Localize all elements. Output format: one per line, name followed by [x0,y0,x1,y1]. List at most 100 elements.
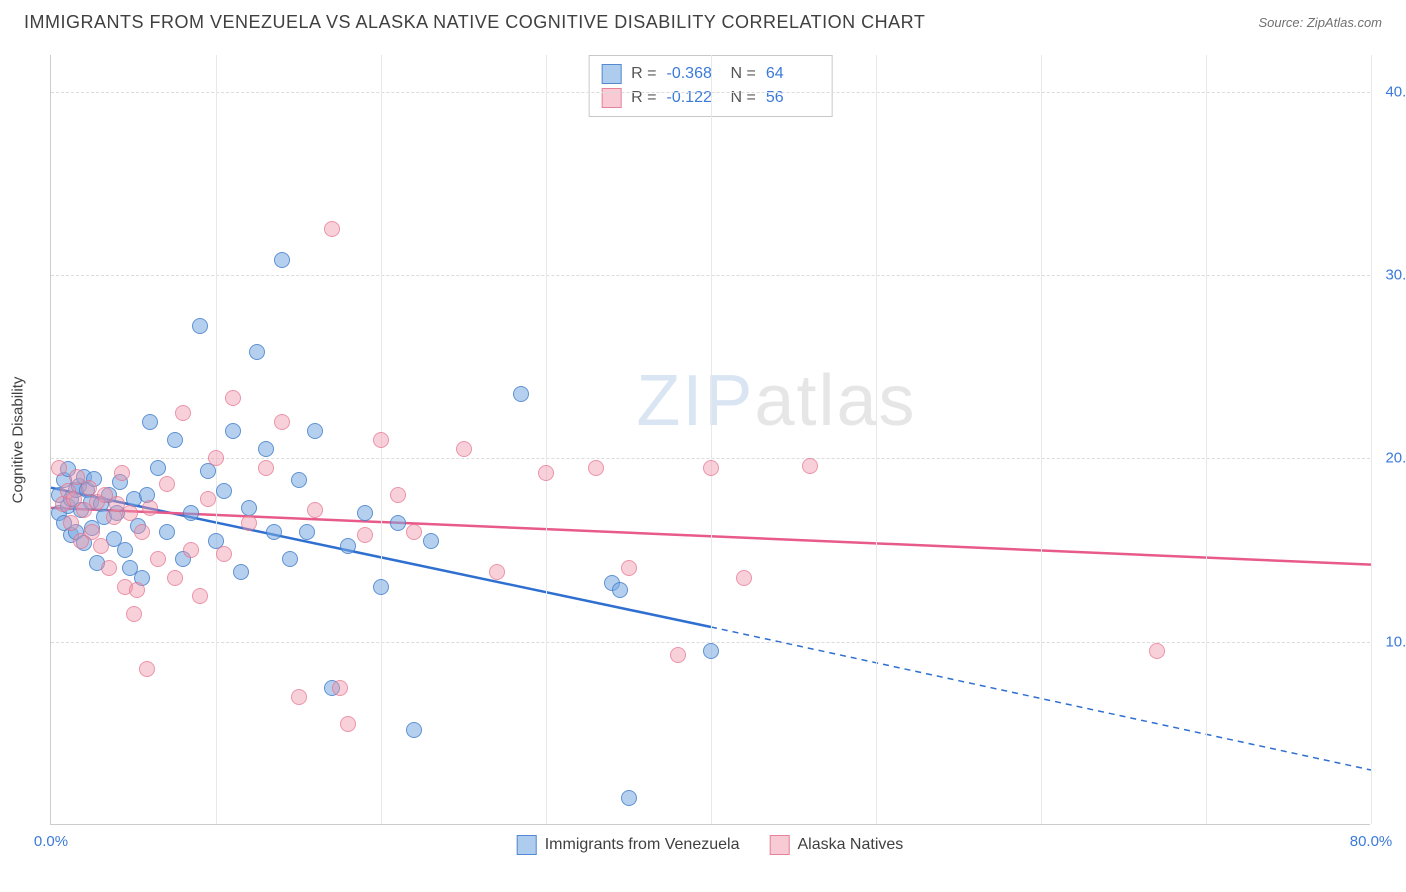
scatter-point [142,500,158,516]
scatter-point [233,564,249,580]
legend-item-alaska: Alaska Natives [769,835,903,855]
scatter-point [142,414,158,430]
watermark: ZIPatlas [636,360,916,442]
scatter-point [249,344,265,360]
scatter-point [291,472,307,488]
scatter-point [456,441,472,457]
legend-item-venezuela: Immigrants from Venezuela [517,835,740,855]
scatter-point [241,500,257,516]
chart-title: IMMIGRANTS FROM VENEZUELA VS ALASKA NATI… [24,12,925,33]
y-axis-label: Cognitive Disability [10,377,27,504]
stat-value-r: -0.368 [667,62,721,86]
scatter-point [150,551,166,567]
scatter-point [373,432,389,448]
scatter-point [93,538,109,554]
gridline-v [1041,55,1042,824]
scatter-point [299,524,315,540]
scatter-point [736,570,752,586]
scatter-point [357,527,373,543]
bottom-legend: Immigrants from Venezuela Alaska Natives [517,835,904,855]
scatter-point [150,460,166,476]
scatter-point [114,465,130,481]
scatter-point [216,483,232,499]
scatter-point [200,491,216,507]
scatter-point [192,318,208,334]
scatter-point [192,588,208,604]
scatter-point [167,432,183,448]
scatter-point [183,505,199,521]
swatch-icon [769,835,789,855]
gridline-v [1206,55,1207,824]
scatter-point [225,423,241,439]
scatter-point [122,505,138,521]
swatch-icon [601,64,621,84]
scatter-point [241,515,257,531]
scatter-point [340,538,356,554]
scatter-point [101,560,117,576]
y-tick-label: 20.0% [1385,450,1406,467]
gridline-v [546,55,547,824]
scatter-point [489,564,505,580]
scatter-point [307,423,323,439]
scatter-point [538,465,554,481]
scatter-point [588,460,604,476]
scatter-point [258,441,274,457]
plot-region: ZIPatlas R = -0.368 N = 64 R = -0.122 N … [50,55,1370,825]
stat-label-n: N = [731,86,756,110]
scatter-point [175,405,191,421]
stat-value-n: 64 [766,62,820,86]
scatter-point [225,390,241,406]
scatter-point [406,722,422,738]
scatter-point [134,524,150,540]
scatter-point [621,790,637,806]
scatter-point [332,680,348,696]
scatter-point [291,689,307,705]
source-label: Source: ZipAtlas.com [1258,15,1382,30]
scatter-point [373,579,389,595]
y-tick-label: 40.0% [1385,83,1406,100]
stat-label-r: R = [631,62,656,86]
scatter-point [258,460,274,476]
gridline-v [216,55,217,824]
scatter-point [81,480,97,496]
swatch-icon [517,835,537,855]
gridline-v [711,55,712,824]
scatter-point [390,515,406,531]
legend-label: Immigrants from Venezuela [545,836,740,854]
scatter-point [357,505,373,521]
scatter-point [129,582,145,598]
scatter-point [84,524,100,540]
scatter-point [216,546,232,562]
scatter-point [621,560,637,576]
y-tick-label: 30.0% [1385,267,1406,284]
gridline-v [876,55,877,824]
scatter-point [183,542,199,558]
scatter-point [274,252,290,268]
stat-label-r: R = [631,86,656,110]
scatter-point [324,221,340,237]
scatter-point [126,606,142,622]
legend-label: Alaska Natives [797,836,903,854]
scatter-point [513,386,529,402]
scatter-point [274,414,290,430]
chart-area: Cognitive Disability ZIPatlas R = -0.368… [50,55,1370,825]
scatter-point [117,542,133,558]
scatter-point [703,460,719,476]
watermark-part2: atlas [754,361,916,441]
stat-value-r: -0.122 [667,86,721,110]
scatter-point [703,643,719,659]
scatter-point [51,460,67,476]
scatter-point [266,524,282,540]
scatter-point [423,533,439,549]
scatter-point [406,524,422,540]
scatter-point [802,458,818,474]
scatter-point [159,476,175,492]
scatter-point [670,647,686,663]
scatter-point [390,487,406,503]
scatter-point [1149,643,1165,659]
scatter-point [282,551,298,567]
scatter-point [63,515,79,531]
scatter-point [340,716,356,732]
stat-value-n: 56 [766,86,820,110]
scatter-point [208,450,224,466]
